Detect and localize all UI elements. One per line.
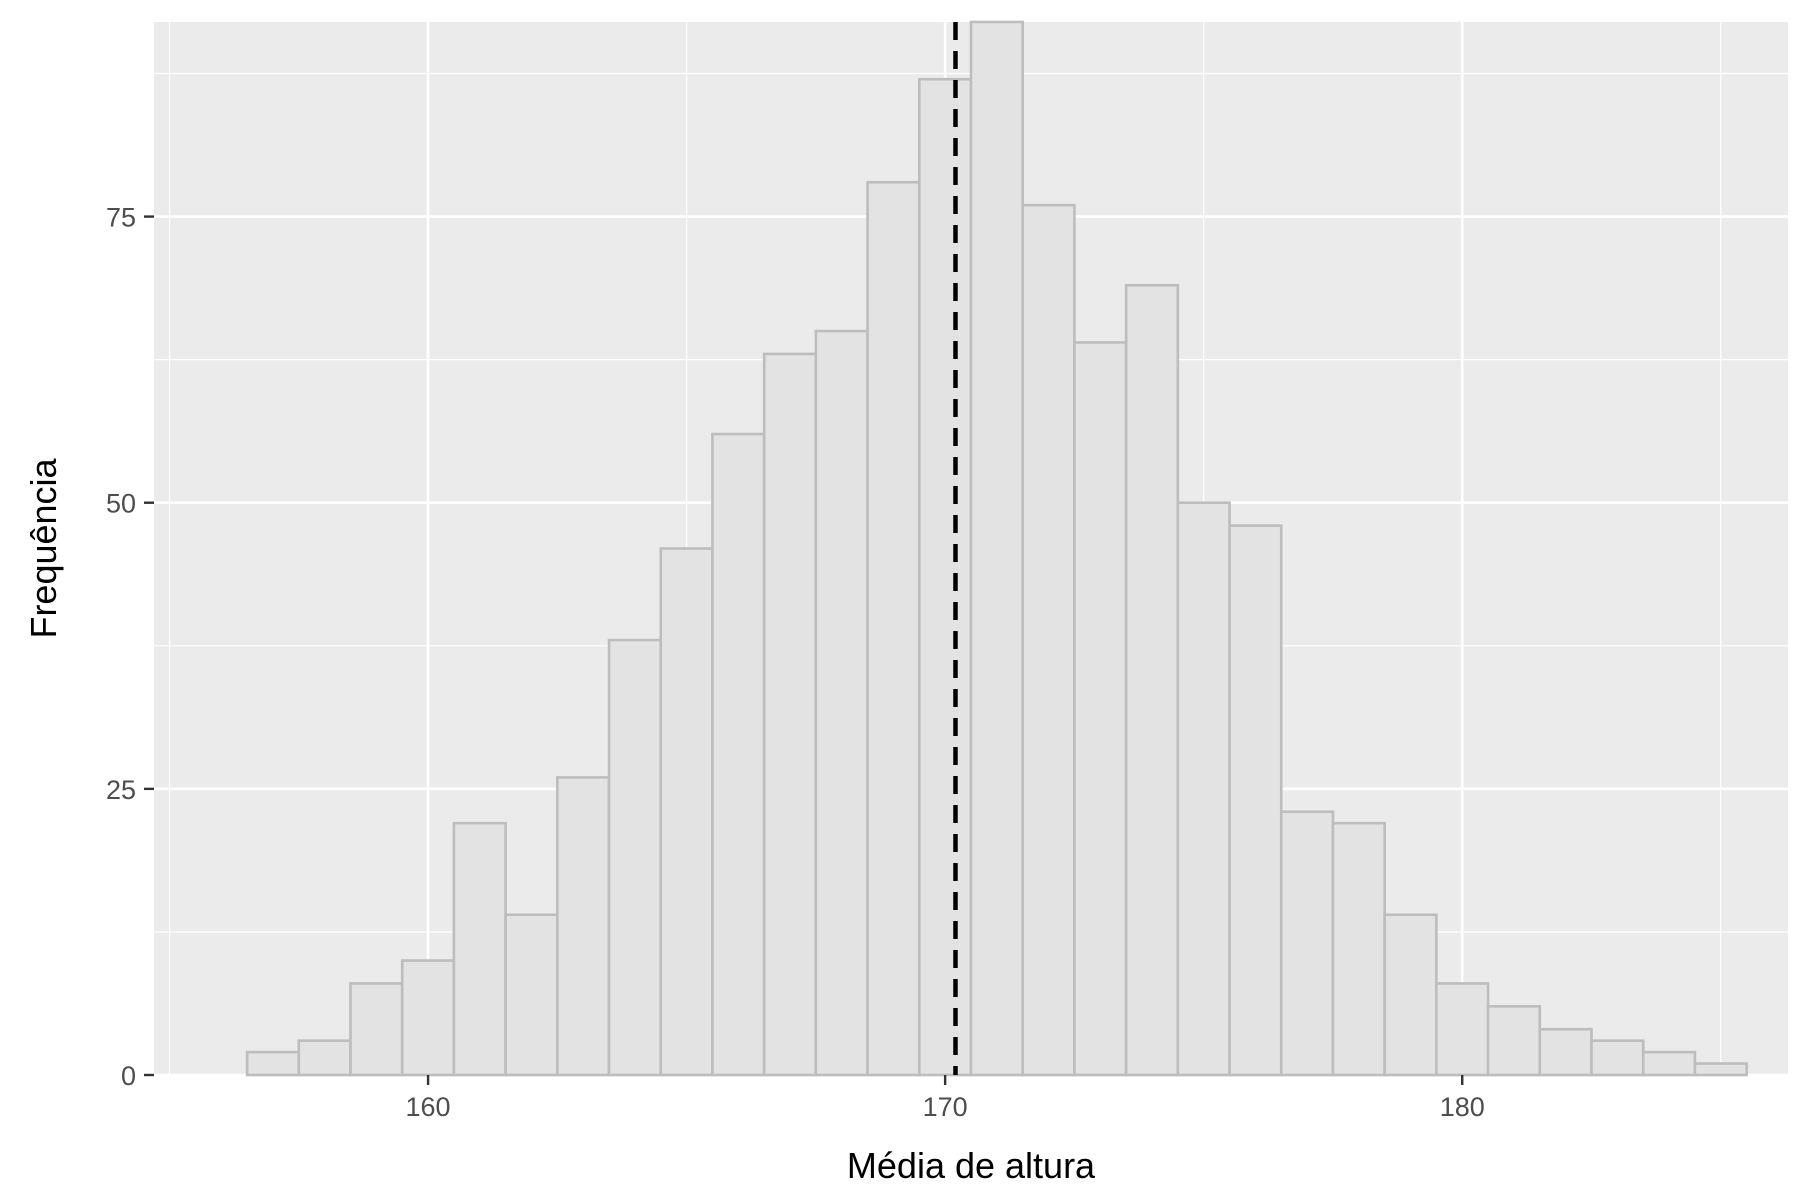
histogram-bar (1228, 524, 1283, 1077)
y-axis: 0 25 50 75 (106, 203, 154, 1091)
histogram-bar (452, 821, 507, 1077)
histogram-bar (349, 982, 404, 1077)
x-axis: 160 170 180 (406, 1075, 1485, 1122)
histogram-bar (1538, 1027, 1593, 1077)
y-tick-label: 75 (106, 203, 136, 233)
histogram-bar (1590, 1039, 1645, 1077)
histogram-bar (1124, 283, 1180, 1077)
histogram-bar (969, 20, 1025, 1077)
histogram-bar (1073, 341, 1128, 1077)
histogram-bar (1021, 203, 1076, 1077)
histogram-bar (400, 959, 456, 1077)
histogram-bar (1331, 821, 1386, 1077)
y-tick-label: 50 (106, 489, 136, 519)
histogram-bar (245, 1050, 301, 1077)
histogram-bar (762, 352, 818, 1077)
y-tick-label: 25 (106, 775, 136, 805)
histogram-bars (245, 20, 1748, 1077)
histogram-bar (917, 77, 973, 1077)
histogram-bar (504, 913, 559, 1077)
histogram-bar (1693, 1062, 1748, 1077)
x-tick-label: 160 (406, 1092, 451, 1122)
histogram-bar (1486, 1005, 1542, 1077)
x-tick-label: 170 (923, 1092, 968, 1122)
histogram-bar (1435, 982, 1490, 1077)
x-axis-title: Média de altura (847, 1145, 1096, 1186)
histogram-bar (711, 432, 766, 1077)
histogram-bar (1279, 810, 1335, 1077)
y-tick-label: 0 (121, 1061, 136, 1091)
histogram-bar (1383, 913, 1438, 1077)
histogram-bar (297, 1039, 352, 1077)
histogram-bar (607, 638, 663, 1077)
histogram-bar (1641, 1050, 1697, 1077)
histogram-bar (1176, 501, 1231, 1077)
y-axis-title: Frequência (23, 457, 64, 638)
x-tick-label: 180 (1440, 1092, 1485, 1122)
histogram-bar (556, 776, 611, 1077)
histogram-bar (866, 180, 921, 1077)
histogram-bar (814, 329, 869, 1077)
histogram-bar (659, 547, 714, 1077)
